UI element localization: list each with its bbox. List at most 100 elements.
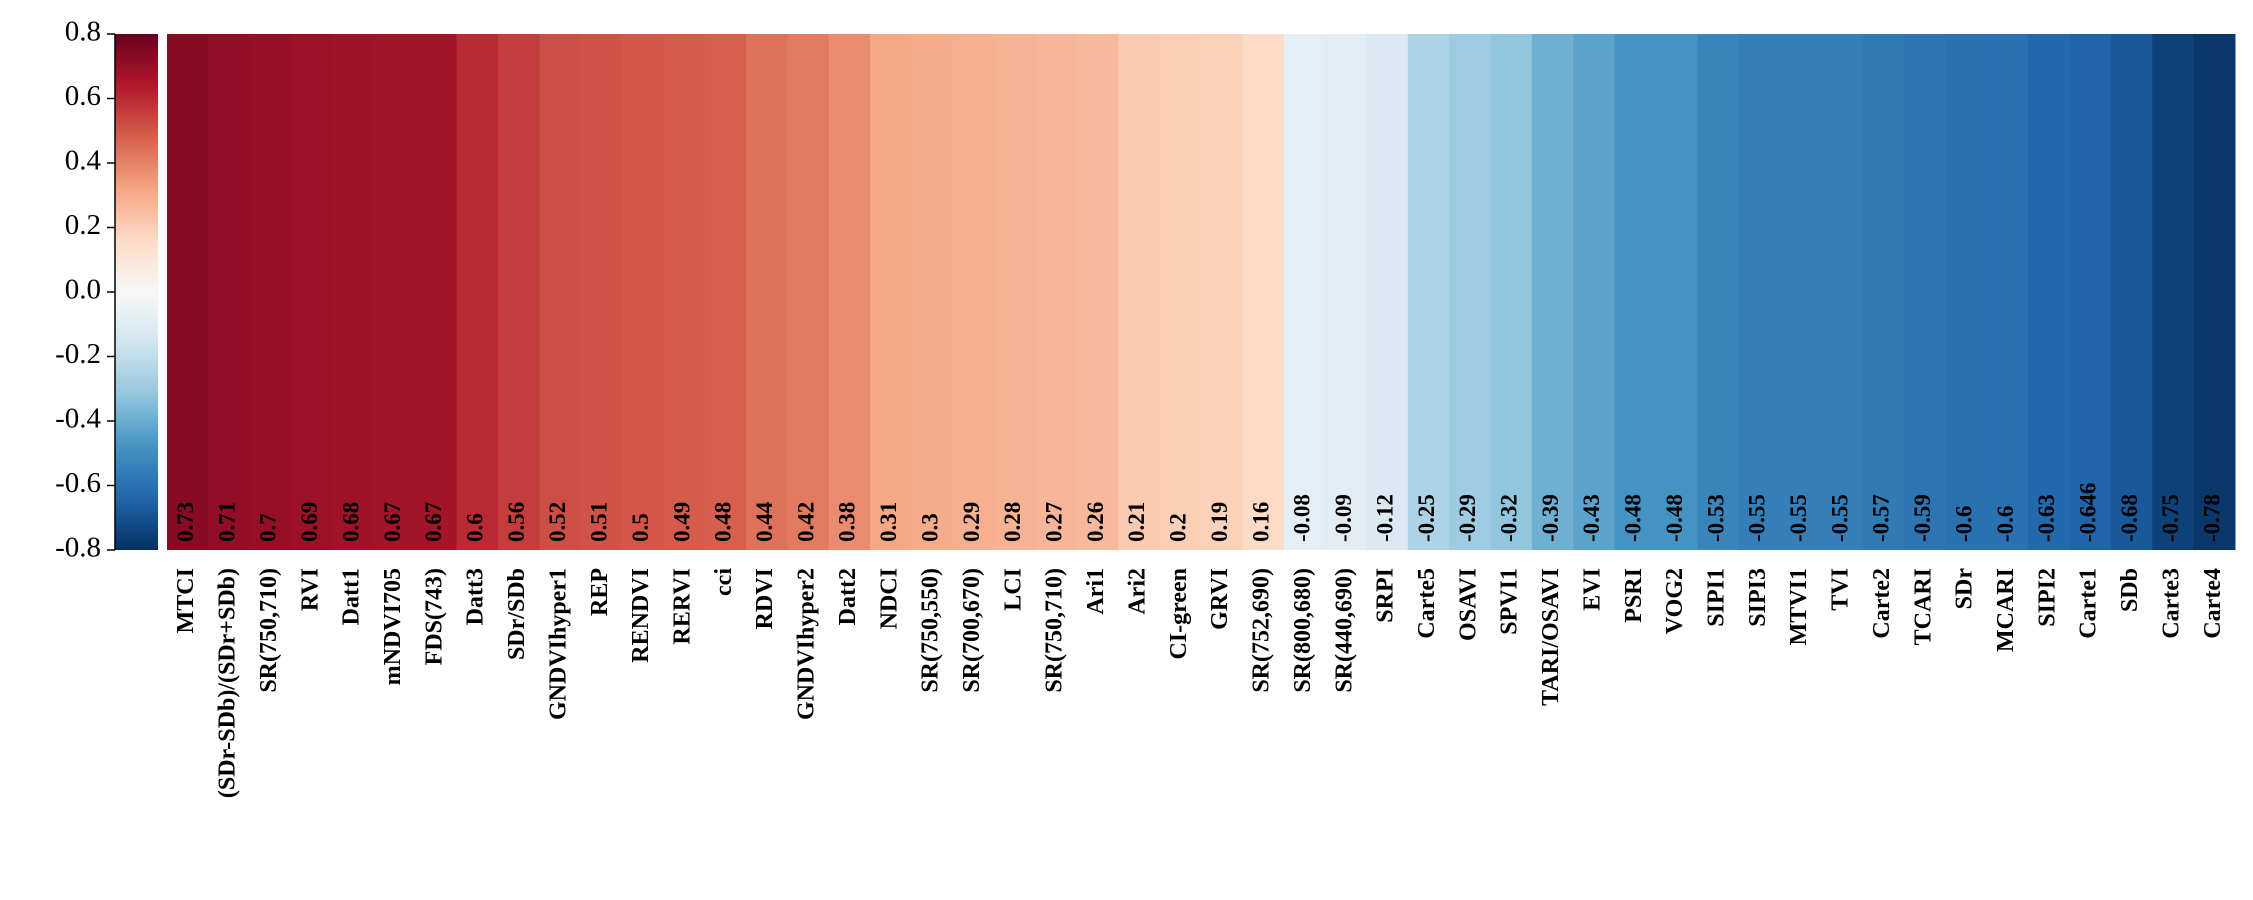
x-tick-label: SR(800,680) (1290, 568, 1316, 693)
heatmap-cell (1283, 34, 1326, 550)
colorbar (115, 34, 158, 550)
heatmap-cell (1325, 34, 1367, 550)
value-label: -0.32 (1496, 494, 1521, 542)
heatmap-cell (1531, 34, 1574, 550)
value-label: 0.56 (504, 502, 529, 542)
x-tick-label: LCI (1000, 568, 1026, 611)
value-label: -0.55 (1786, 494, 1811, 542)
heatmap-cell (911, 34, 954, 550)
colorbar-tick-label: 0.4 (65, 145, 102, 177)
value-label: -0.57 (1869, 494, 1894, 542)
value-label: -0.39 (1538, 494, 1563, 542)
x-tick-label: SIPI1 (1704, 568, 1730, 627)
x-tick-label: GNDVIhyper2 (794, 568, 820, 720)
heatmap-cell (1159, 34, 1202, 550)
x-tick-label: VOG2 (1662, 568, 1688, 634)
value-label: -0.53 (1703, 494, 1728, 542)
value-label: 0.29 (959, 502, 984, 542)
heatmap-cell (1407, 34, 1450, 550)
value-label: 0.7 (256, 513, 281, 542)
value-label: -0.646 (2076, 483, 2101, 542)
x-tick-label: NDCI (876, 568, 902, 629)
heatmap-cell (787, 34, 830, 550)
heatmap-cell (580, 34, 623, 550)
value-label: 0.6 (462, 513, 487, 542)
value-label: -0.43 (1579, 494, 1604, 542)
value-label: 0.2 (1166, 513, 1191, 542)
heatmap-cell (373, 34, 416, 550)
x-tick-label: REP (587, 568, 613, 616)
heatmap-cell (1573, 34, 1616, 550)
x-tick-label: SIPI2 (2034, 568, 2060, 627)
heatmap-cell (1366, 34, 1409, 550)
x-tick-label: RVI (297, 568, 323, 611)
value-label: -0.63 (2034, 494, 2059, 542)
x-tick-label: SDr/SDb (504, 568, 530, 660)
x-tick-label: Carte5 (1414, 568, 1440, 639)
value-label: 0.21 (1124, 502, 1149, 542)
x-tick-label: RENDVI (628, 568, 654, 663)
value-label: 0.73 (173, 502, 198, 542)
value-label: 0.26 (1083, 502, 1108, 542)
x-tick-label: mNDVI705 (380, 568, 406, 685)
value-label: -0.25 (1414, 494, 1439, 542)
x-tick-label: EVI (1579, 568, 1605, 611)
heatmap-cell (1035, 34, 1078, 550)
x-tick-label: SR(700,670) (959, 568, 985, 693)
x-tick-label: SIPI3 (1745, 568, 1771, 627)
value-label: -0.6 (1951, 506, 1976, 542)
x-tick-label: SR(750,550) (918, 568, 944, 693)
x-tick-label: MCARI (1993, 568, 2019, 652)
value-label: 0.16 (1248, 502, 1273, 542)
x-tick-label: MTCI (173, 568, 199, 633)
heatmap-cell (1614, 34, 1657, 550)
value-label: -0.55 (1745, 494, 1770, 542)
heatmap-cell (1655, 34, 1698, 550)
value-label: 0.42 (793, 502, 818, 542)
value-label: 0.48 (711, 502, 736, 542)
heatmap-cell (994, 34, 1037, 550)
x-tick-label: Ari2 (1124, 568, 1150, 615)
x-tick-label: GRVI (1207, 568, 1233, 630)
value-label: 0.19 (1207, 502, 1232, 542)
heatmap-cell (1449, 34, 1492, 550)
x-tick-label: OSAVI (1455, 568, 1481, 641)
heatmap-cell (1862, 34, 1905, 550)
x-tick-label: SR(752,690) (1249, 568, 1275, 693)
value-label: -0.55 (1827, 494, 1852, 542)
x-tick-label: PSRI (1621, 568, 1647, 623)
heatmap-cell (828, 34, 871, 550)
heatmap-cell (2069, 34, 2112, 550)
heatmap-cell (1945, 34, 1988, 550)
x-tick-label: CI-green (1166, 568, 1192, 660)
x-tick-label: SDb (2117, 568, 2143, 612)
x-tick-label: SRPI (1373, 568, 1399, 623)
heatmap-cell (663, 34, 706, 550)
heatmap-cell (291, 34, 333, 550)
value-label: -0.59 (1910, 494, 1935, 542)
value-label: 0.69 (297, 502, 322, 542)
value-label: -0.78 (2200, 494, 2225, 542)
value-label: 0.44 (752, 501, 777, 542)
heatmap-cell (2193, 34, 2236, 550)
colorbar-tick-label: 0.2 (65, 209, 101, 241)
heatmap-cell (952, 34, 995, 550)
x-tick-label: SR(440,690) (1331, 568, 1357, 693)
value-label: -0.75 (2158, 494, 2183, 542)
colorbar-tick-label: -0.2 (55, 338, 101, 370)
value-label: -0.08 (1290, 494, 1315, 542)
value-label: -0.48 (1621, 494, 1646, 542)
heatmap-cell (497, 34, 540, 550)
heatmap-cell (1738, 34, 1781, 550)
value-label: -0.09 (1331, 494, 1356, 542)
heatmap-cell (2152, 34, 2195, 550)
heatmap-cell (621, 34, 664, 550)
x-tick-label: Carte4 (2200, 568, 2226, 639)
heatmap-cell (415, 34, 458, 550)
value-label: 0.3 (917, 513, 942, 542)
value-label: -0.48 (1662, 494, 1687, 542)
colorbar-tick-label: -0.4 (55, 403, 101, 435)
x-tick-label: Datt3 (463, 568, 489, 625)
value-label: 0.67 (380, 502, 405, 542)
